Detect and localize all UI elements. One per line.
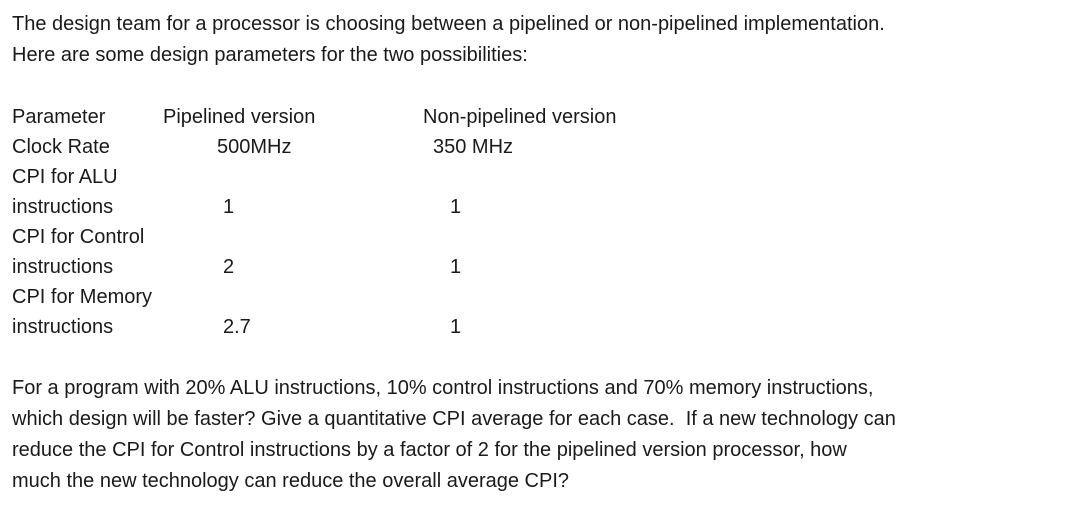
- header-non-pipelined: Non-pipelined version: [423, 106, 617, 128]
- question-line-4: much the new technology can reduce the o…: [12, 470, 570, 492]
- intro-paragraph: The design team for a processor is choos…: [12, 9, 1065, 71]
- intro-line-1: The design team for a processor is choos…: [12, 13, 885, 35]
- table-row-cpi-memory: CPI for Memory instructions 2.7 1: [12, 282, 1065, 342]
- question-line-2: which design will be faster? Give a quan…: [12, 408, 896, 430]
- non-pipelined-value: 350 MHz: [433, 136, 514, 158]
- param-label: Clock Rate: [12, 136, 110, 158]
- pipelined-value: 2.7: [223, 316, 251, 338]
- param-label: CPI for Memory instructions: [12, 286, 153, 338]
- pipelined-value: 1: [223, 196, 235, 218]
- header-parameter: Parameter: [12, 106, 106, 128]
- non-pipelined-value: 1: [450, 316, 462, 338]
- parameters-table: Parameter Pipelined version Non-pipeline…: [12, 102, 1065, 342]
- intro-line-2: Here are some design parameters for the …: [12, 44, 528, 66]
- param-label: CPI for ALU instructions: [12, 166, 118, 218]
- pipelined-value: 500MHz: [217, 136, 292, 158]
- param-label: CPI for Control instructions: [12, 226, 145, 278]
- table-header-row: Parameter Pipelined version Non-pipeline…: [12, 102, 1065, 132]
- question-paragraph: For a program with 20% ALU instructions,…: [12, 373, 1065, 497]
- question-line-3: reduce the CPI for Control instructions …: [12, 439, 847, 461]
- question-line-1: For a program with 20% ALU instructions,…: [12, 377, 874, 399]
- non-pipelined-value: 1: [450, 256, 462, 278]
- pipelined-value: 2: [223, 256, 235, 278]
- non-pipelined-value: 1: [450, 196, 462, 218]
- table-row-cpi-control: CPI for Control instructions 2 1: [12, 222, 1065, 282]
- table-row-cpi-alu: CPI for ALU instructions 1 1: [12, 162, 1065, 222]
- header-pipelined: Pipelined version: [163, 106, 316, 128]
- table-row-clock-rate: Clock Rate 500MHz 350 MHz: [12, 132, 1065, 162]
